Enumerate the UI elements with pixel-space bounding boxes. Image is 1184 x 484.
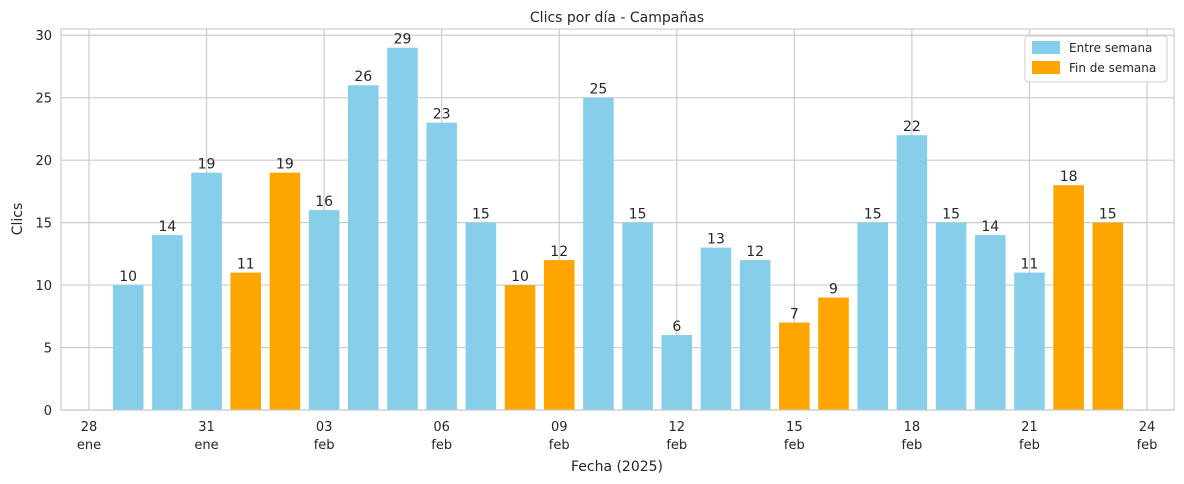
bar-value-label: 22 <box>903 119 921 135</box>
bar-value-label: 12 <box>746 244 764 260</box>
bar-fin-de-semana <box>779 322 810 410</box>
y-tick-labels: 0 5 10 15 20 25 30 <box>35 29 52 419</box>
bar-entre-semana <box>739 260 771 410</box>
bar-fin-de-semana <box>1092 222 1124 410</box>
x-tick-label: 06 feb <box>431 420 452 453</box>
bar-entre-semana <box>661 335 693 410</box>
bar-value-label: 15 <box>864 207 882 223</box>
bar-value-label: 25 <box>589 82 607 98</box>
bar-entre-semana <box>857 222 888 410</box>
x-tick-label: 24 feb <box>1137 420 1158 453</box>
bar-entre-semana <box>583 97 614 410</box>
x-tick-label: 09 feb <box>549 420 570 453</box>
y-tick-label: 5 <box>44 342 52 357</box>
bar-fin-de-semana <box>543 260 575 410</box>
bar-fin-de-semana <box>818 297 849 410</box>
bar-value-label: 18 <box>1060 169 1078 185</box>
bar-fin-de-semana <box>504 285 536 410</box>
legend-label-fin-de-semana: Fin de semana <box>1069 61 1156 75</box>
y-tick-label: 30 <box>35 29 52 44</box>
bar-fin-de-semana <box>230 272 262 410</box>
y-axis-label: Clics <box>10 203 26 236</box>
bar-entre-semana <box>387 47 418 411</box>
x-tick-label: 15 feb <box>784 420 805 453</box>
bar-value-label: 15 <box>629 207 647 223</box>
bar-value-label: 10 <box>511 269 529 285</box>
x-tick-label: 12 feb <box>666 420 687 453</box>
bar-entre-semana <box>896 135 928 410</box>
legend: Entre semana Fin de semana <box>1024 35 1168 83</box>
chart-title: Clics por día - Campañas <box>530 10 704 26</box>
bar-value-label: 19 <box>276 157 294 173</box>
bar-entre-semana <box>426 122 457 410</box>
bar-value-label: 11 <box>237 257 255 273</box>
bar-value-label: 12 <box>550 244 568 260</box>
x-tick-label: 03 feb <box>314 420 335 453</box>
y-tick-label: 25 <box>35 92 52 107</box>
y-tick-label: 0 <box>44 404 52 419</box>
bar-value-label: 29 <box>394 32 412 48</box>
x-axis-label: Fecha (2025) <box>571 459 663 475</box>
bar-value-label: 7 <box>790 307 799 323</box>
x-tick-label: 28 ene <box>77 420 101 453</box>
bar-entre-semana <box>1014 272 1045 410</box>
y-tick-label: 10 <box>35 279 52 294</box>
bar-entre-semana <box>191 172 222 410</box>
x-tick-label: 18 feb <box>901 420 922 453</box>
bar-fin-de-semana <box>1053 185 1084 410</box>
bars <box>112 47 1124 411</box>
bar-value-label: 6 <box>672 319 681 335</box>
bar-fin-de-semana <box>269 172 301 410</box>
bar-entre-semana <box>152 235 183 410</box>
bar-value-label: 15 <box>472 207 490 223</box>
bar-entre-semana <box>974 235 1006 410</box>
bar-entre-semana <box>465 222 497 410</box>
data-labels: 10 14 19 11 19 16 26 29 23 15 10 12 25 15 6 13 12 7 9 15 22 1… <box>119 32 1116 335</box>
bar-entre-semana <box>348 85 379 411</box>
legend-label-entre-semana: Entre semana <box>1069 41 1152 55</box>
bar-value-label: 26 <box>354 69 372 85</box>
legend-frame <box>1024 35 1168 83</box>
bar-value-label: 15 <box>942 207 960 223</box>
bar-value-label: 19 <box>198 157 216 173</box>
x-tick-label: 21 feb <box>1019 420 1040 453</box>
bar-entre-semana <box>935 222 967 410</box>
bar-value-label: 14 <box>158 219 176 235</box>
plot-frame <box>60 28 1175 411</box>
bar-entre-semana <box>308 210 340 410</box>
bar-entre-semana <box>622 222 653 410</box>
y-tick-label: 15 <box>35 217 52 232</box>
bar-entre-semana <box>112 285 144 410</box>
legend-swatch-fin-de-semana <box>1032 61 1060 74</box>
bar-value-label: 15 <box>1099 207 1117 223</box>
bar-entre-semana <box>700 247 732 410</box>
legend-swatch-entre-semana <box>1032 41 1060 54</box>
bar-value-label: 23 <box>433 107 451 123</box>
x-tick-labels: 28 ene 31 ene 03 feb 06 feb 09 feb 12 feb 15 feb 18 feb… <box>77 420 1158 453</box>
bar-value-label: 14 <box>981 219 999 235</box>
x-tick-label: 31 ene <box>194 420 218 453</box>
bar-value-label: 10 <box>119 269 137 285</box>
bar-value-label: 11 <box>1021 257 1039 273</box>
bar-value-label: 16 <box>315 194 333 210</box>
bar-value-label: 9 <box>829 282 838 298</box>
y-tick-label: 20 <box>35 154 52 169</box>
bar-value-label: 13 <box>707 232 725 248</box>
